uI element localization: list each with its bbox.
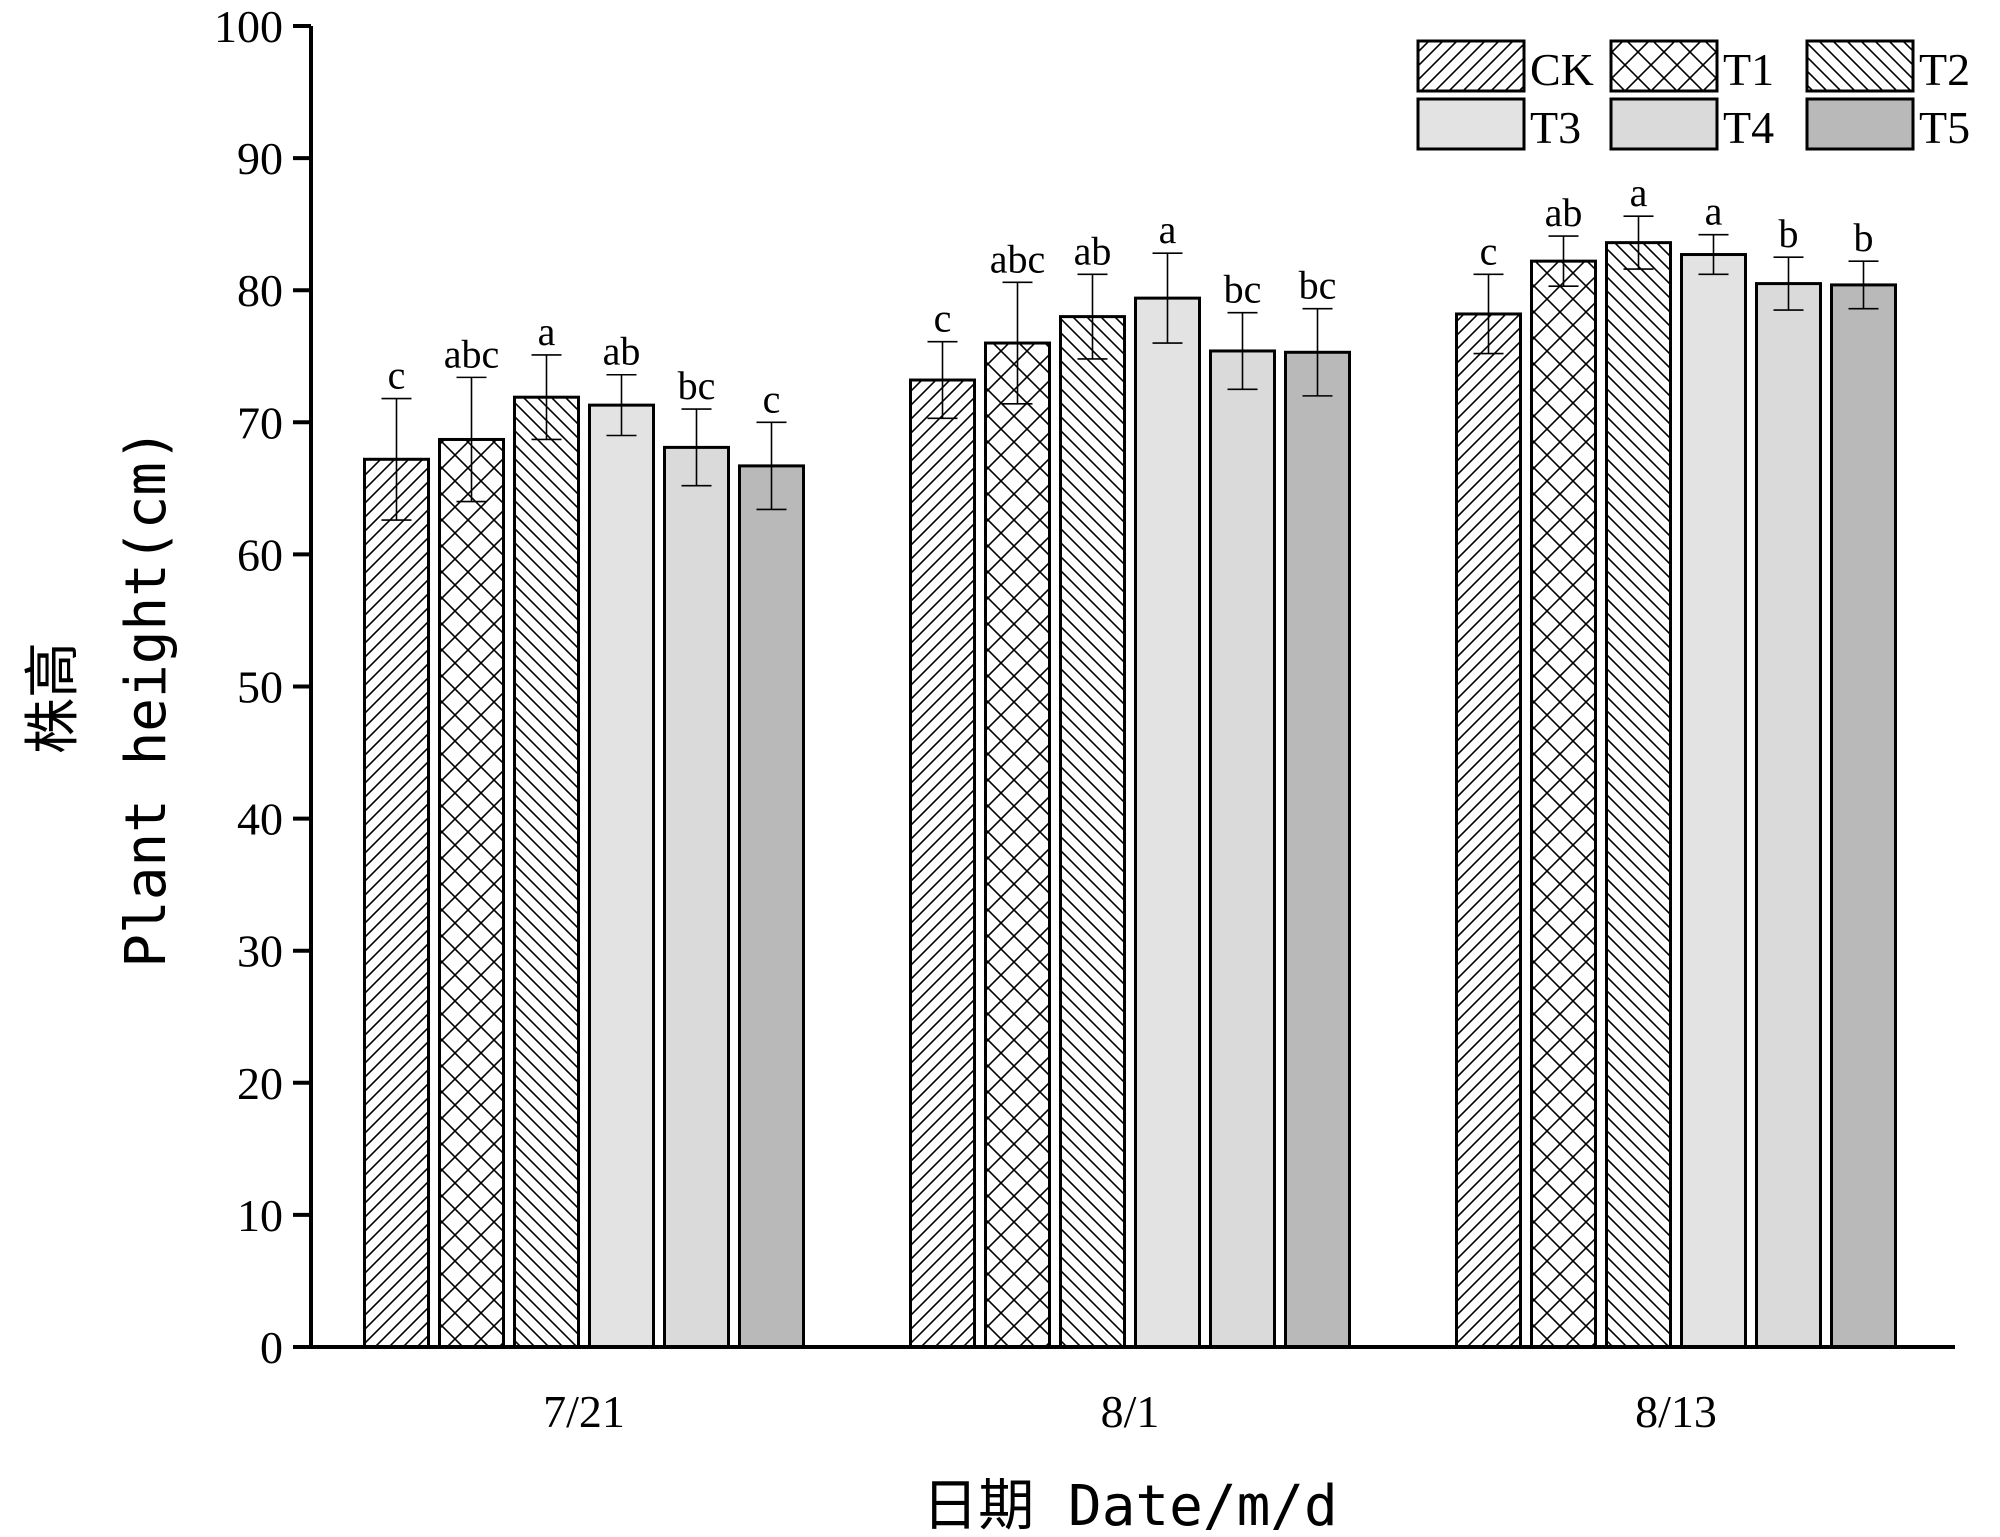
x-tick-label-8-13: 8/13: [1635, 1386, 1717, 1437]
error-bar-t5-8-13: [1848, 260, 1879, 310]
significance-label-t3-7-21: ab: [603, 329, 641, 374]
error-bar-t4-7-21: [681, 408, 712, 487]
significance-label-ck-7-21: c: [388, 353, 406, 398]
legend-label-t2: T2: [1919, 44, 1970, 95]
legend: CK T1 T2 T3 T4 T5: [1416, 39, 1970, 153]
legend-item-t2: T2: [1805, 39, 1970, 95]
legend-item-ck: CK: [1416, 39, 1594, 95]
legend-label-t3: T3: [1530, 102, 1581, 153]
significance-label-t4-7-21: bc: [678, 363, 716, 408]
error-bar-t2-8-1: [1077, 273, 1108, 360]
legend-swatch-t5: [1805, 97, 1915, 151]
y-tick-label: 80: [237, 265, 283, 316]
y-tick-label: 10: [237, 1190, 283, 1241]
y-tick-label: 0: [260, 1322, 283, 1373]
legend-item-t5: T5: [1805, 97, 1970, 153]
bar-t4-7-21: [663, 445, 730, 1349]
error-bar-t4-8-13: [1773, 256, 1804, 311]
legend-item-t1: T1: [1609, 39, 1774, 95]
significance-label-t3-8-13: a: [1705, 189, 1723, 234]
bar-t3-8-13: [1680, 253, 1747, 1349]
bar-t2-8-13: [1605, 241, 1672, 1349]
legend-label-t5: T5: [1919, 102, 1970, 153]
y-tick-label: 60: [237, 529, 283, 580]
bar-t1-8-13: [1530, 259, 1597, 1349]
significance-label-t4-8-1: bc: [1224, 267, 1262, 312]
error-bar-t1-7-21: [456, 376, 487, 503]
y-tick-label: 50: [237, 662, 283, 713]
y-tick-label: 100: [214, 1, 283, 52]
significance-label-t5-8-13: b: [1854, 215, 1874, 260]
error-bar-t2-7-21: [531, 354, 562, 441]
legend-swatch-t3: [1416, 97, 1526, 151]
bar-ck-8-1: [909, 378, 976, 1349]
error-bar-t2-8-13: [1623, 215, 1654, 270]
x-tick-label-7-21: 7/21: [543, 1386, 625, 1437]
error-bar-t1-8-1: [1002, 281, 1033, 405]
error-bar-ck-8-13: [1473, 273, 1504, 355]
error-bar-t4-8-1: [1227, 311, 1258, 391]
bar-t2-8-1: [1059, 315, 1126, 1349]
bars-layer: [363, 241, 1897, 1349]
significance-label-t2-8-1: ab: [1074, 228, 1112, 273]
bar-t4-8-13: [1755, 282, 1822, 1349]
bar-t1-8-1: [984, 341, 1051, 1349]
error-bar-ck-7-21: [381, 397, 412, 521]
significance-label-t1-7-21: abc: [444, 331, 500, 376]
legend-label-ck: CK: [1530, 44, 1594, 95]
x-ticks: 7/21 8/1 8/13: [543, 1386, 1717, 1437]
significance-label-t2-7-21: a: [538, 309, 556, 354]
bar-t4-8-1: [1209, 349, 1276, 1349]
y-tick-label: 90: [237, 133, 283, 184]
bar-t2-7-21: [513, 395, 580, 1349]
legend-item-t4: T4: [1609, 97, 1774, 153]
legend-swatch-t1: [1609, 39, 1719, 93]
significance-label-ck-8-13: c: [1480, 228, 1498, 273]
bar-t5-8-13: [1830, 283, 1897, 1349]
y-tick-label: 70: [237, 397, 283, 448]
bar-t3-8-1: [1134, 296, 1201, 1349]
legend-item-t3: T3: [1416, 97, 1581, 153]
significance-label-t1-8-13: ab: [1545, 190, 1583, 235]
significance-label-t5-7-21: c: [763, 376, 781, 421]
y-tick-label: 30: [237, 926, 283, 977]
bar-t5-7-21: [738, 464, 805, 1349]
error-bar-t1-8-13: [1548, 235, 1579, 288]
legend-label-t1: T1: [1723, 44, 1774, 95]
bar-t3-7-21: [588, 403, 655, 1349]
y-ticks: 0 10 20 30 40 50 60 70 80 90 100: [214, 1, 311, 1373]
legend-swatch-ck: [1416, 39, 1526, 93]
error-bar-t5-7-21: [756, 421, 787, 511]
significance-label-t5-8-1: bc: [1299, 263, 1337, 308]
y-tick-label: 40: [237, 794, 283, 845]
bar-ck-7-21: [363, 457, 430, 1349]
significance-label-t4-8-13: b: [1779, 211, 1799, 256]
y-tick-label: 20: [237, 1058, 283, 1109]
error-bar-t3-8-1: [1152, 252, 1183, 344]
legend-swatch-t4: [1609, 97, 1719, 151]
legend-label-t4: T4: [1723, 102, 1774, 153]
significance-label-t2-8-13: a: [1630, 170, 1648, 215]
error-bar-t3-7-21: [606, 373, 637, 437]
bar-t5-8-1: [1284, 350, 1351, 1349]
significance-label-t3-8-1: a: [1159, 207, 1177, 252]
x-axis-title: 日期 Date/m/d: [922, 1474, 1337, 1537]
x-tick-label-8-1: 8/1: [1101, 1386, 1160, 1437]
bar-t1-7-21: [438, 437, 505, 1349]
bar-ck-8-13: [1455, 312, 1522, 1349]
error-bar-t5-8-1: [1302, 307, 1333, 397]
error-bars-layer: [381, 215, 1879, 521]
error-bar-ck-8-1: [927, 340, 958, 420]
error-bar-t3-8-13: [1698, 233, 1729, 276]
y-axis-title-en: Plant height(cm): [114, 428, 179, 967]
y-axis-title-zh: 株高: [21, 642, 86, 754]
significance-label-ck-8-1: c: [934, 296, 952, 341]
legend-swatch-t2: [1805, 39, 1915, 93]
significance-label-t1-8-1: abc: [990, 236, 1046, 281]
